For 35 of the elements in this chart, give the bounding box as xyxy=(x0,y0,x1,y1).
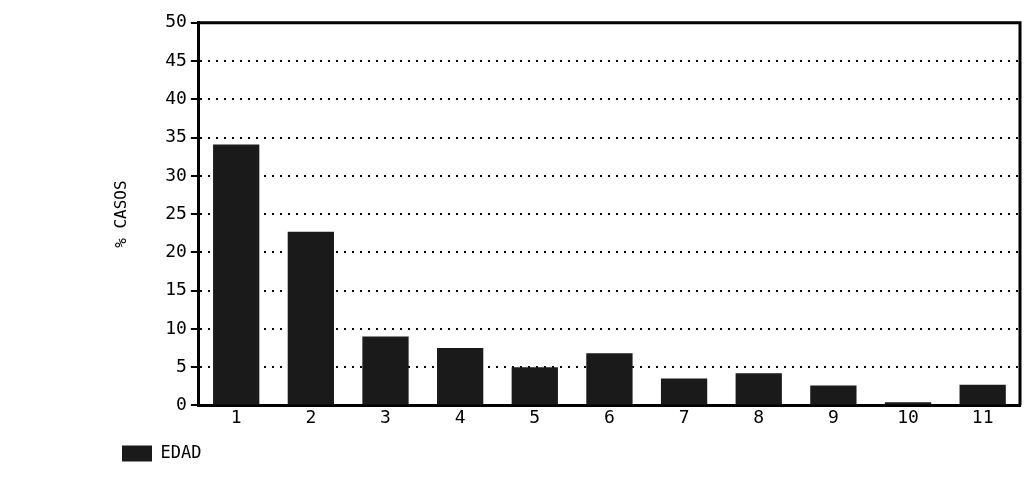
x-tick-label: 7 xyxy=(678,405,690,427)
bar xyxy=(810,385,857,405)
x-tick-label: 2 xyxy=(305,405,317,427)
y-tick-label: 10 xyxy=(165,316,187,338)
x-tick-label: 1 xyxy=(230,405,242,427)
y-tick-label: 30 xyxy=(165,163,187,185)
bar xyxy=(884,402,932,405)
bar xyxy=(213,144,260,405)
bar xyxy=(437,348,484,405)
bar xyxy=(586,353,633,405)
y-tick-label: 0 xyxy=(176,393,187,415)
x-tick-label: 10 xyxy=(897,405,919,427)
y-tick-label: 35 xyxy=(165,125,187,147)
bar xyxy=(735,373,782,405)
x-tick-label: 3 xyxy=(380,405,391,427)
x-tick-label: 4 xyxy=(454,405,466,427)
y-tick-label: 50 xyxy=(165,10,187,32)
legend-label: EDAD xyxy=(160,441,202,462)
y-tick-label: 40 xyxy=(165,86,187,108)
y-tick-label: 5 xyxy=(176,354,187,376)
y-axis-title: % CASOS xyxy=(110,180,130,248)
x-tick-label: 9 xyxy=(827,405,839,427)
y-tick-label: 15 xyxy=(165,278,187,300)
bar xyxy=(362,336,409,405)
bar xyxy=(959,384,1006,405)
y-tick-label: 20 xyxy=(165,240,187,262)
x-tick-label: 6 xyxy=(604,405,615,427)
bar xyxy=(287,231,334,405)
y-tick-label: 25 xyxy=(165,201,187,223)
x-tick-label: 11 xyxy=(971,405,994,427)
x-tick-label: 8 xyxy=(753,405,765,427)
bar xyxy=(660,378,708,405)
bar xyxy=(511,367,558,405)
y-tick-label: 45 xyxy=(165,48,187,70)
x-tick-label: 5 xyxy=(529,405,541,427)
